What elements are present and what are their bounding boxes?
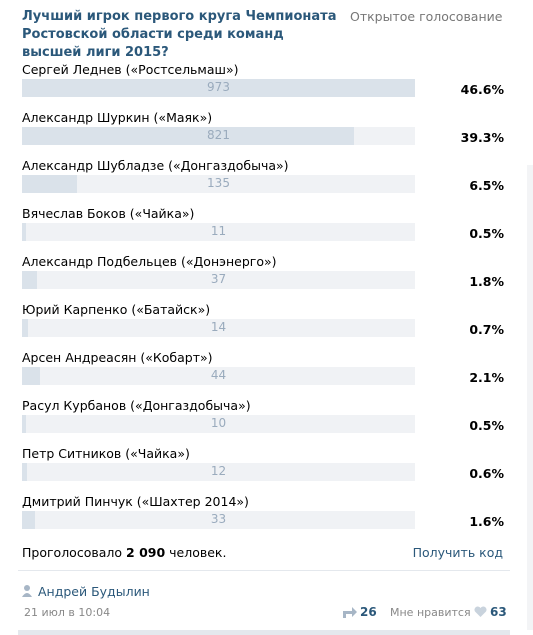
- percent: 2.1%: [469, 370, 504, 385]
- likes[interactable]: 63: [490, 605, 507, 619]
- bar-track: [22, 415, 415, 433]
- bottom-bar: [18, 630, 510, 635]
- total-count: 2 090: [126, 545, 166, 560]
- bar: [22, 463, 27, 481]
- bar-track: [22, 223, 415, 241]
- poll-option: Юрий Карпенко («Батайск») 14 0.7%: [22, 302, 504, 350]
- bar: [22, 415, 27, 433]
- vote-count: 821: [207, 128, 230, 142]
- bar: [22, 79, 415, 97]
- percent: 0.7%: [469, 322, 504, 337]
- bar-track: [22, 271, 415, 289]
- repost-icon: [343, 607, 357, 618]
- total: Проголосовало 2 090 человек.: [22, 545, 226, 560]
- bar: [22, 511, 36, 529]
- poll-kind: Открытое голосование: [350, 9, 503, 24]
- vote-count: 37: [210, 272, 227, 286]
- bar: [22, 175, 77, 193]
- bar-track: [22, 127, 415, 145]
- percent: 0.5%: [469, 418, 504, 433]
- option-name: Петр Ситников («Чайка»): [22, 446, 190, 461]
- option-name: Сергей Леднев («Ростсельмаш»): [22, 62, 239, 77]
- get-code[interactable]: Получить код: [412, 545, 503, 560]
- vote-count: 10: [210, 416, 227, 430]
- bar-track: [22, 367, 415, 385]
- percent: 0.5%: [469, 226, 504, 241]
- bar-track: [22, 79, 415, 97]
- total-prefix: Проголосовало: [22, 545, 123, 560]
- heart-icon: [474, 606, 487, 617]
- percent: 6.5%: [469, 178, 504, 193]
- bar-track: [22, 319, 415, 337]
- bar-track: [22, 511, 415, 529]
- author[interactable]: Андрей Будылин: [38, 584, 150, 599]
- total-suffix: человек.: [169, 545, 227, 560]
- option-name: Александр Шуркин («Маяк»): [22, 110, 213, 125]
- bar: [22, 271, 37, 289]
- reposts[interactable]: 26: [360, 605, 377, 619]
- vote-count: 973: [207, 80, 230, 94]
- bar: [22, 127, 354, 145]
- date: 21 июл в 10:04: [24, 606, 111, 619]
- poll-title: Лучший игрок первого круга Чемпионата Ро…: [22, 9, 337, 60]
- option-name: Александр Подбельцев («Донэнерго»): [22, 254, 277, 269]
- divider: [18, 570, 510, 571]
- vote-count: 11: [210, 224, 227, 238]
- option-name: Александр Шубладзе («Донгаздобыча»): [22, 158, 289, 173]
- option-name: Вячеслав Боков («Чайка»): [22, 206, 195, 221]
- vote-count: 44: [210, 368, 227, 382]
- vote-count: 14: [210, 320, 227, 334]
- percent: 0.6%: [469, 466, 504, 481]
- percent: 1.6%: [469, 514, 504, 529]
- option-name: Расул Курбанов («Донгаздобыча»): [22, 398, 251, 413]
- bar: [22, 319, 28, 337]
- bar: [22, 223, 27, 241]
- bar-track: [22, 175, 415, 193]
- bar-track: [22, 463, 415, 481]
- poll-option: Александр Подбельцев («Донэнерго») 37 1.8%: [22, 254, 504, 302]
- vote-count: 135: [207, 176, 230, 190]
- like-label[interactable]: Мне нравится: [390, 606, 471, 619]
- percent: 46.6%: [460, 82, 504, 97]
- scroll-strip: [527, 165, 533, 630]
- bar: [22, 367, 40, 385]
- poll-option: Александр Шуркин («Маяк») 821 39.3%: [22, 110, 504, 158]
- poll-option: Александр Шубладзе («Донгаздобыча») 135 6.…: [22, 158, 504, 206]
- vote-count: 12: [210, 464, 227, 478]
- option-name: Арсен Андреасян («Кобарт»): [22, 350, 213, 365]
- poll-option: Петр Ситников («Чайка») 12 0.6%: [22, 446, 504, 494]
- percent: 39.3%: [460, 130, 504, 145]
- poll-option: Вячеслав Боков («Чайка») 11 0.5%: [22, 206, 504, 254]
- poll-option: Сергей Леднев («Ростсельмаш») 973 46.6%: [22, 62, 504, 110]
- user-icon: [22, 585, 32, 597]
- poll-option: Расул Курбанов («Донгаздобыча») 10 0.5%: [22, 398, 504, 446]
- poll-option: Дмитрий Пинчук («Шахтер 2014») 33 1.6%: [22, 494, 504, 542]
- option-name: Дмитрий Пинчук («Шахтер 2014»): [22, 494, 249, 509]
- poll-option: Арсен Андреасян («Кобарт») 44 2.1%: [22, 350, 504, 398]
- vote-count: 33: [210, 512, 227, 526]
- percent: 1.8%: [469, 274, 504, 289]
- option-name: Юрий Карпенко («Батайск»): [22, 302, 211, 317]
